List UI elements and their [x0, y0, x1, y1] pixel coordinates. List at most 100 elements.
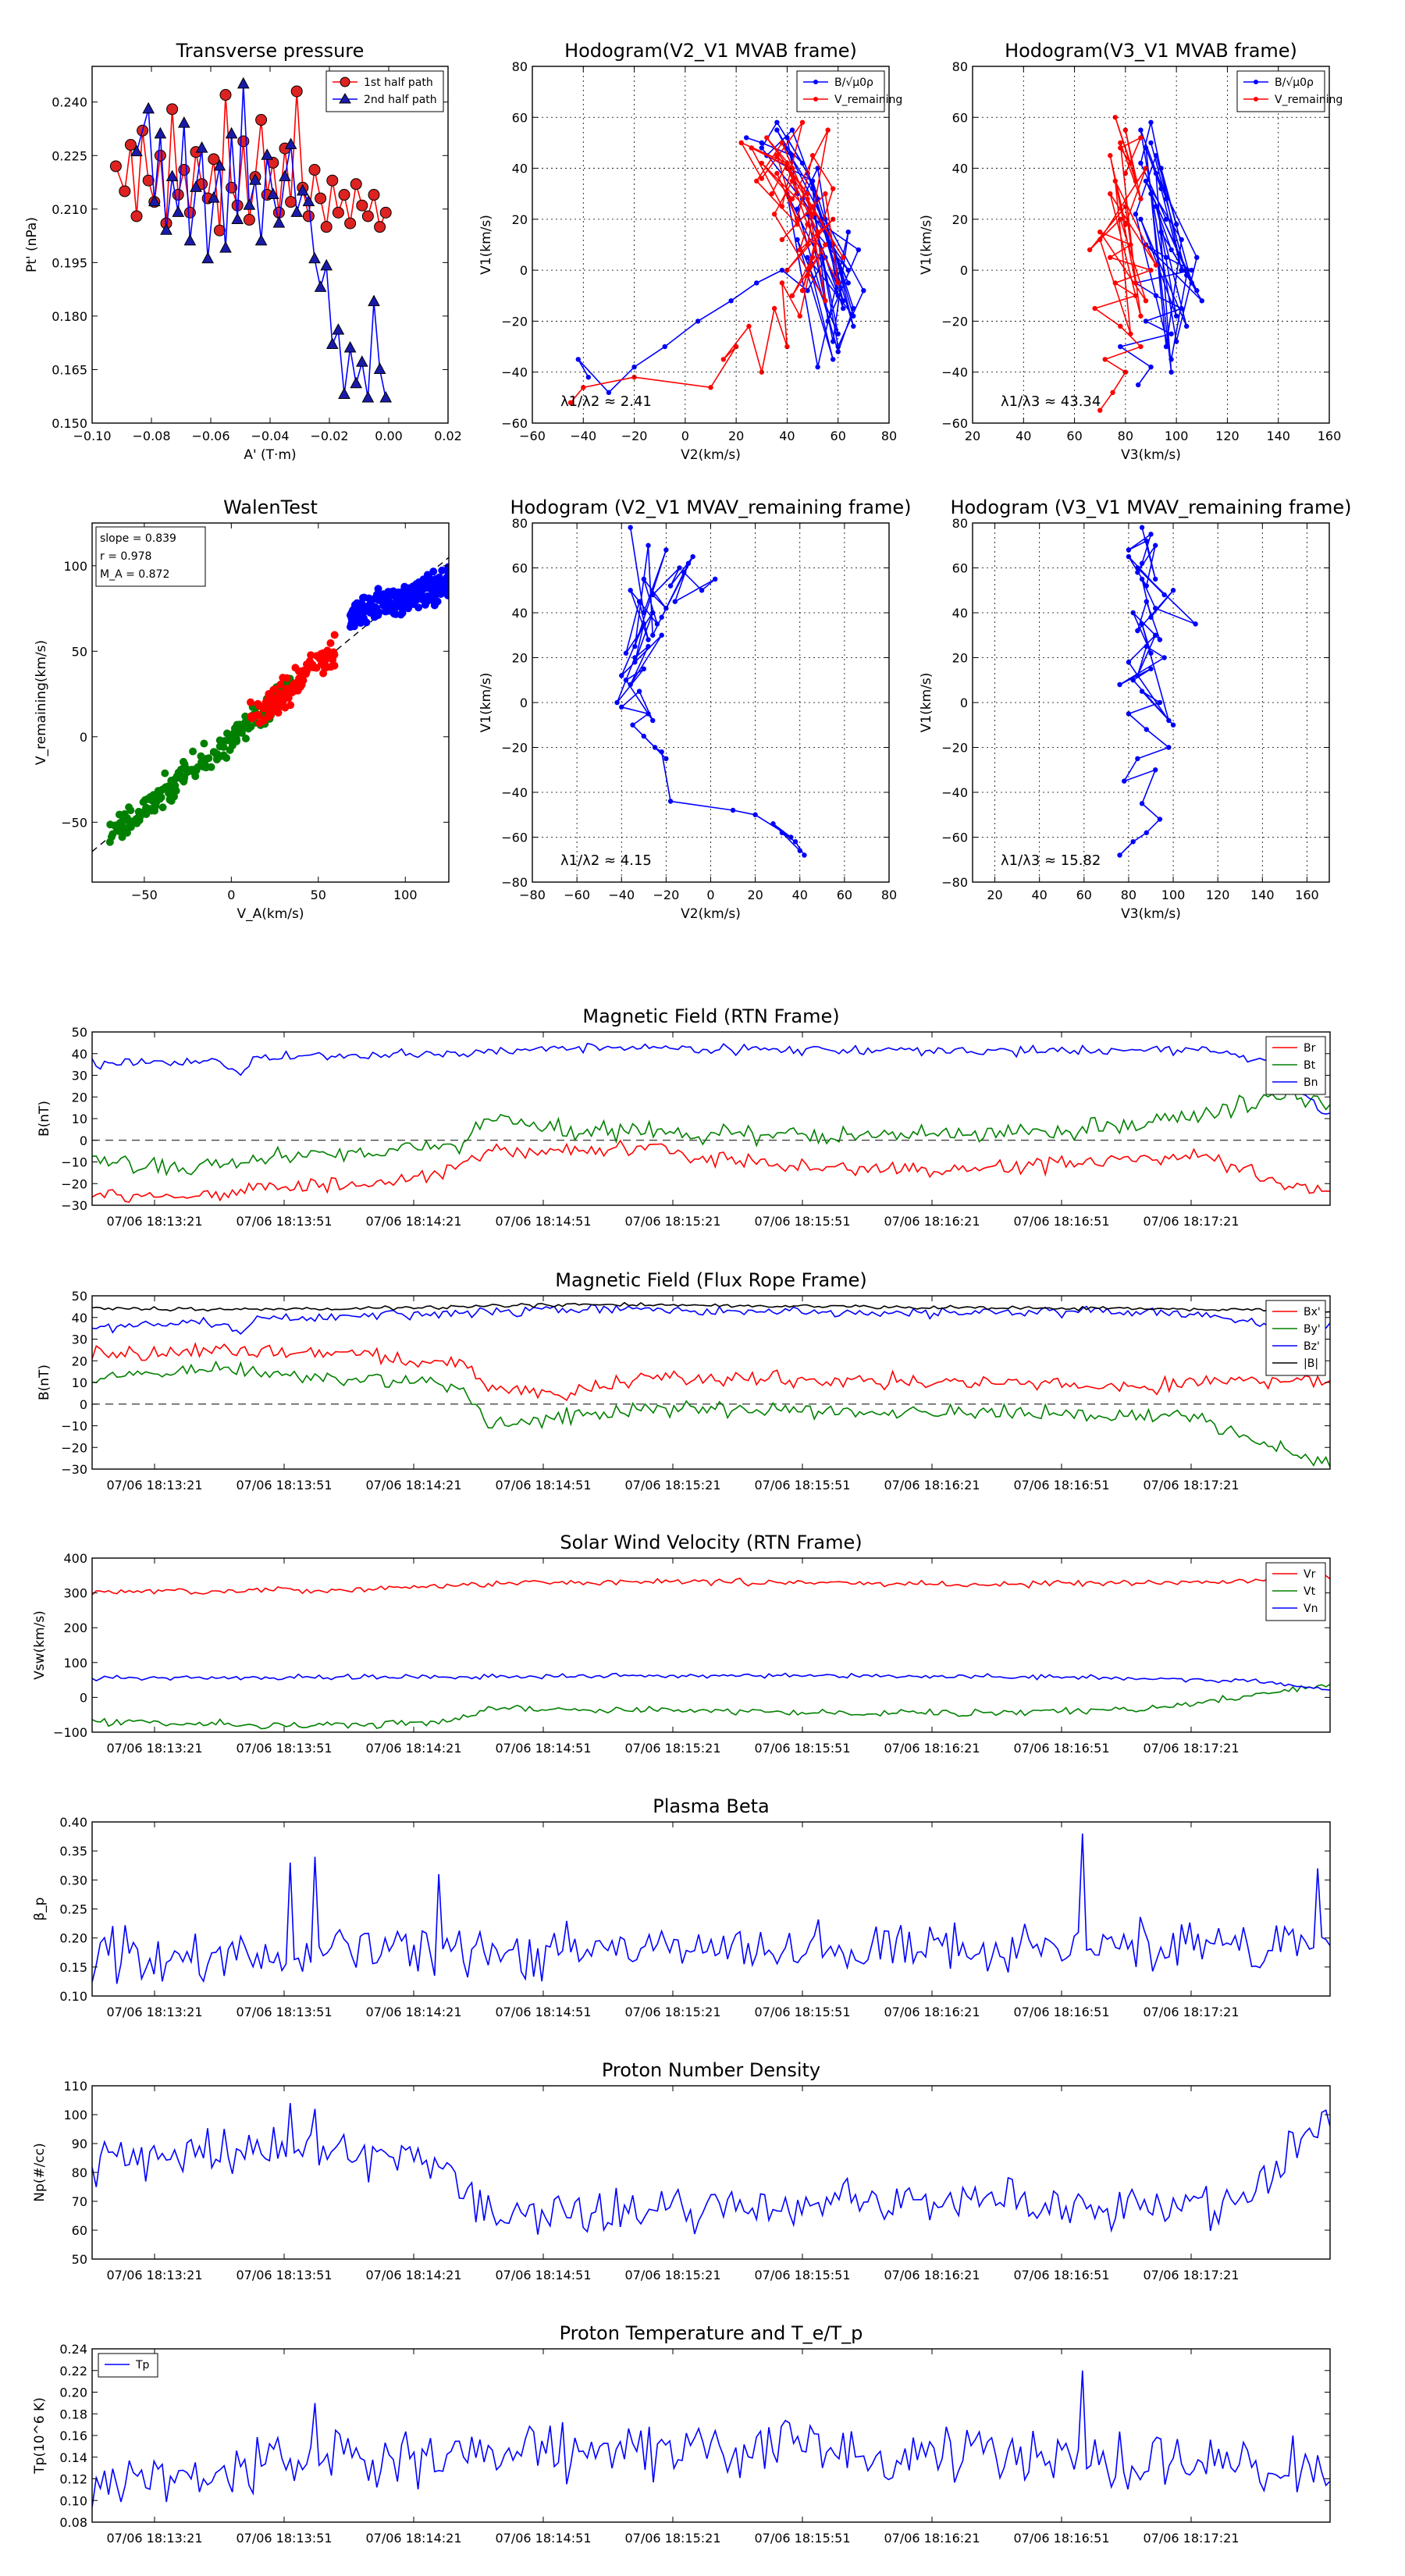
x-tick-label: 07/06 18:14:21	[365, 1214, 461, 1229]
hodogram-point	[1138, 135, 1144, 141]
hodogram-point	[1122, 170, 1129, 176]
hodogram-point	[1199, 298, 1204, 304]
hodogram-point	[1110, 390, 1115, 396]
hodogram-point	[1194, 254, 1200, 261]
point-2nd-half	[154, 126, 167, 139]
point-1st-half	[379, 206, 392, 219]
legend-label: Vn	[1304, 1603, 1318, 1615]
plot-area	[92, 1042, 1330, 1203]
walen-point	[106, 820, 115, 829]
hodogram-point	[797, 247, 802, 253]
legend: Vr Vt Vn	[1265, 1562, 1326, 1621]
legend-label: |B|	[1304, 1357, 1318, 1370]
hodogram-point	[1189, 280, 1194, 286]
x-tick-label: 07/06 18:13:21	[106, 1478, 202, 1493]
y-tick-label: 40	[72, 1311, 87, 1325]
y-tick-label: 0.10	[59, 1989, 87, 2004]
y-tick-label: 40	[512, 606, 528, 621]
chart-title: Magnetic Field (RTN Frame)	[582, 1005, 839, 1027]
x-tick-label: 07/06 18:13:51	[236, 1478, 332, 1493]
hodogram-point	[646, 637, 651, 642]
walen-point	[372, 604, 381, 613]
walen-point	[317, 656, 325, 664]
hodogram-point	[809, 178, 816, 184]
point-2nd-half	[172, 205, 185, 217]
x-axis-label: V3(km/s)	[1121, 447, 1181, 463]
y-tick-label: −20	[941, 741, 968, 756]
hodogram-point	[1157, 637, 1163, 642]
legend-box	[1236, 70, 1325, 112]
y-tick-label: 30	[72, 1332, 87, 1347]
axes-frame	[972, 66, 1330, 424]
y-tick-label: 0	[520, 263, 528, 278]
hodogram-point	[585, 375, 592, 380]
x-tick-label: 07/06 18:16:51	[1013, 1214, 1109, 1229]
x-tick-label: 07/06 18:15:21	[624, 2268, 720, 2282]
y-axis-label: B(nT)	[37, 1101, 52, 1137]
hodogram-point	[1135, 756, 1140, 762]
hodogram-point	[1118, 216, 1123, 222]
x-axis-label: A' (T·m)	[244, 447, 296, 463]
point-2nd-half	[332, 323, 345, 335]
y-tick-label: 0.180	[52, 309, 87, 324]
stats-frame	[95, 526, 206, 587]
walen-point	[125, 803, 133, 812]
point-1st-half	[368, 189, 380, 201]
hodogram-point	[650, 592, 656, 598]
hodogram-point	[795, 237, 800, 243]
hodogram-point	[606, 390, 612, 396]
hodogram-point	[632, 660, 638, 665]
hodogram-point	[805, 272, 810, 278]
x-tick-label: 07/06 18:13:21	[106, 2531, 202, 2546]
walen-point	[324, 647, 333, 656]
hodogram-point	[851, 305, 856, 311]
walen-point	[180, 777, 188, 786]
hodogram-point	[1118, 323, 1123, 329]
point-1st-half	[290, 85, 303, 98]
hodogram-point	[1163, 343, 1169, 350]
hodogram-point	[1173, 339, 1179, 344]
x-tick-label: 07/06 18:17:21	[1143, 2005, 1239, 2019]
y-tick-label: 0.20	[59, 1931, 87, 1946]
hodogram-point	[1163, 254, 1169, 261]
y-tick-label: −20	[501, 741, 528, 756]
hodogram-point	[1122, 204, 1129, 209]
walen-point	[265, 712, 274, 720]
hodogram-point	[641, 576, 647, 582]
hodogram-point	[799, 288, 806, 294]
point-1st-half	[315, 192, 327, 205]
y-axis-label: V1(km/s)	[478, 673, 494, 733]
x-tick-label: −0.06	[191, 429, 229, 443]
chart-b_rtn: 07/06 18:13:21 07/06 18:13:51 07/06 18:14:…	[37, 1005, 1331, 1229]
x-tick-label: −60	[564, 888, 590, 902]
walen-point	[135, 816, 144, 824]
hodogram-point	[1144, 727, 1149, 732]
plot-area	[92, 2370, 1330, 2508]
hodogram-point	[1138, 313, 1144, 319]
axes-frame	[91, 2085, 1331, 2260]
hodogram-path	[570, 122, 844, 404]
walen-point	[247, 698, 255, 706]
hodogram-point	[1144, 643, 1149, 649]
hodogram-point	[650, 717, 656, 724]
walen-point	[347, 620, 356, 628]
hodogram-point	[841, 298, 846, 304]
y-tick-label: −80	[501, 875, 528, 890]
y-tick-label: 80	[512, 516, 528, 531]
x-tick-label: 07/06 18:16:21	[884, 1741, 980, 1756]
point-2nd-half	[350, 376, 363, 389]
hodogram-point	[641, 733, 647, 739]
hodogram-point	[677, 565, 682, 571]
y-tick-label: 80	[952, 59, 968, 74]
point-1st-half	[243, 214, 255, 226]
walen-point	[420, 584, 429, 592]
x-tick-label: 07/06 18:13:21	[106, 2005, 202, 2019]
chart-title: Solar Wind Velocity (RTN Frame)	[560, 1532, 862, 1553]
hodogram-point	[784, 343, 790, 350]
chart-vsw: 07/06 18:13:21 07/06 18:13:51 07/06 18:14:…	[32, 1532, 1331, 1756]
y-tick-label: −10	[61, 1419, 87, 1434]
legend-marker	[1254, 97, 1258, 101]
x-tick-label: −40	[570, 429, 596, 443]
walen-point	[430, 575, 439, 584]
hodogram-point	[1168, 369, 1174, 375]
